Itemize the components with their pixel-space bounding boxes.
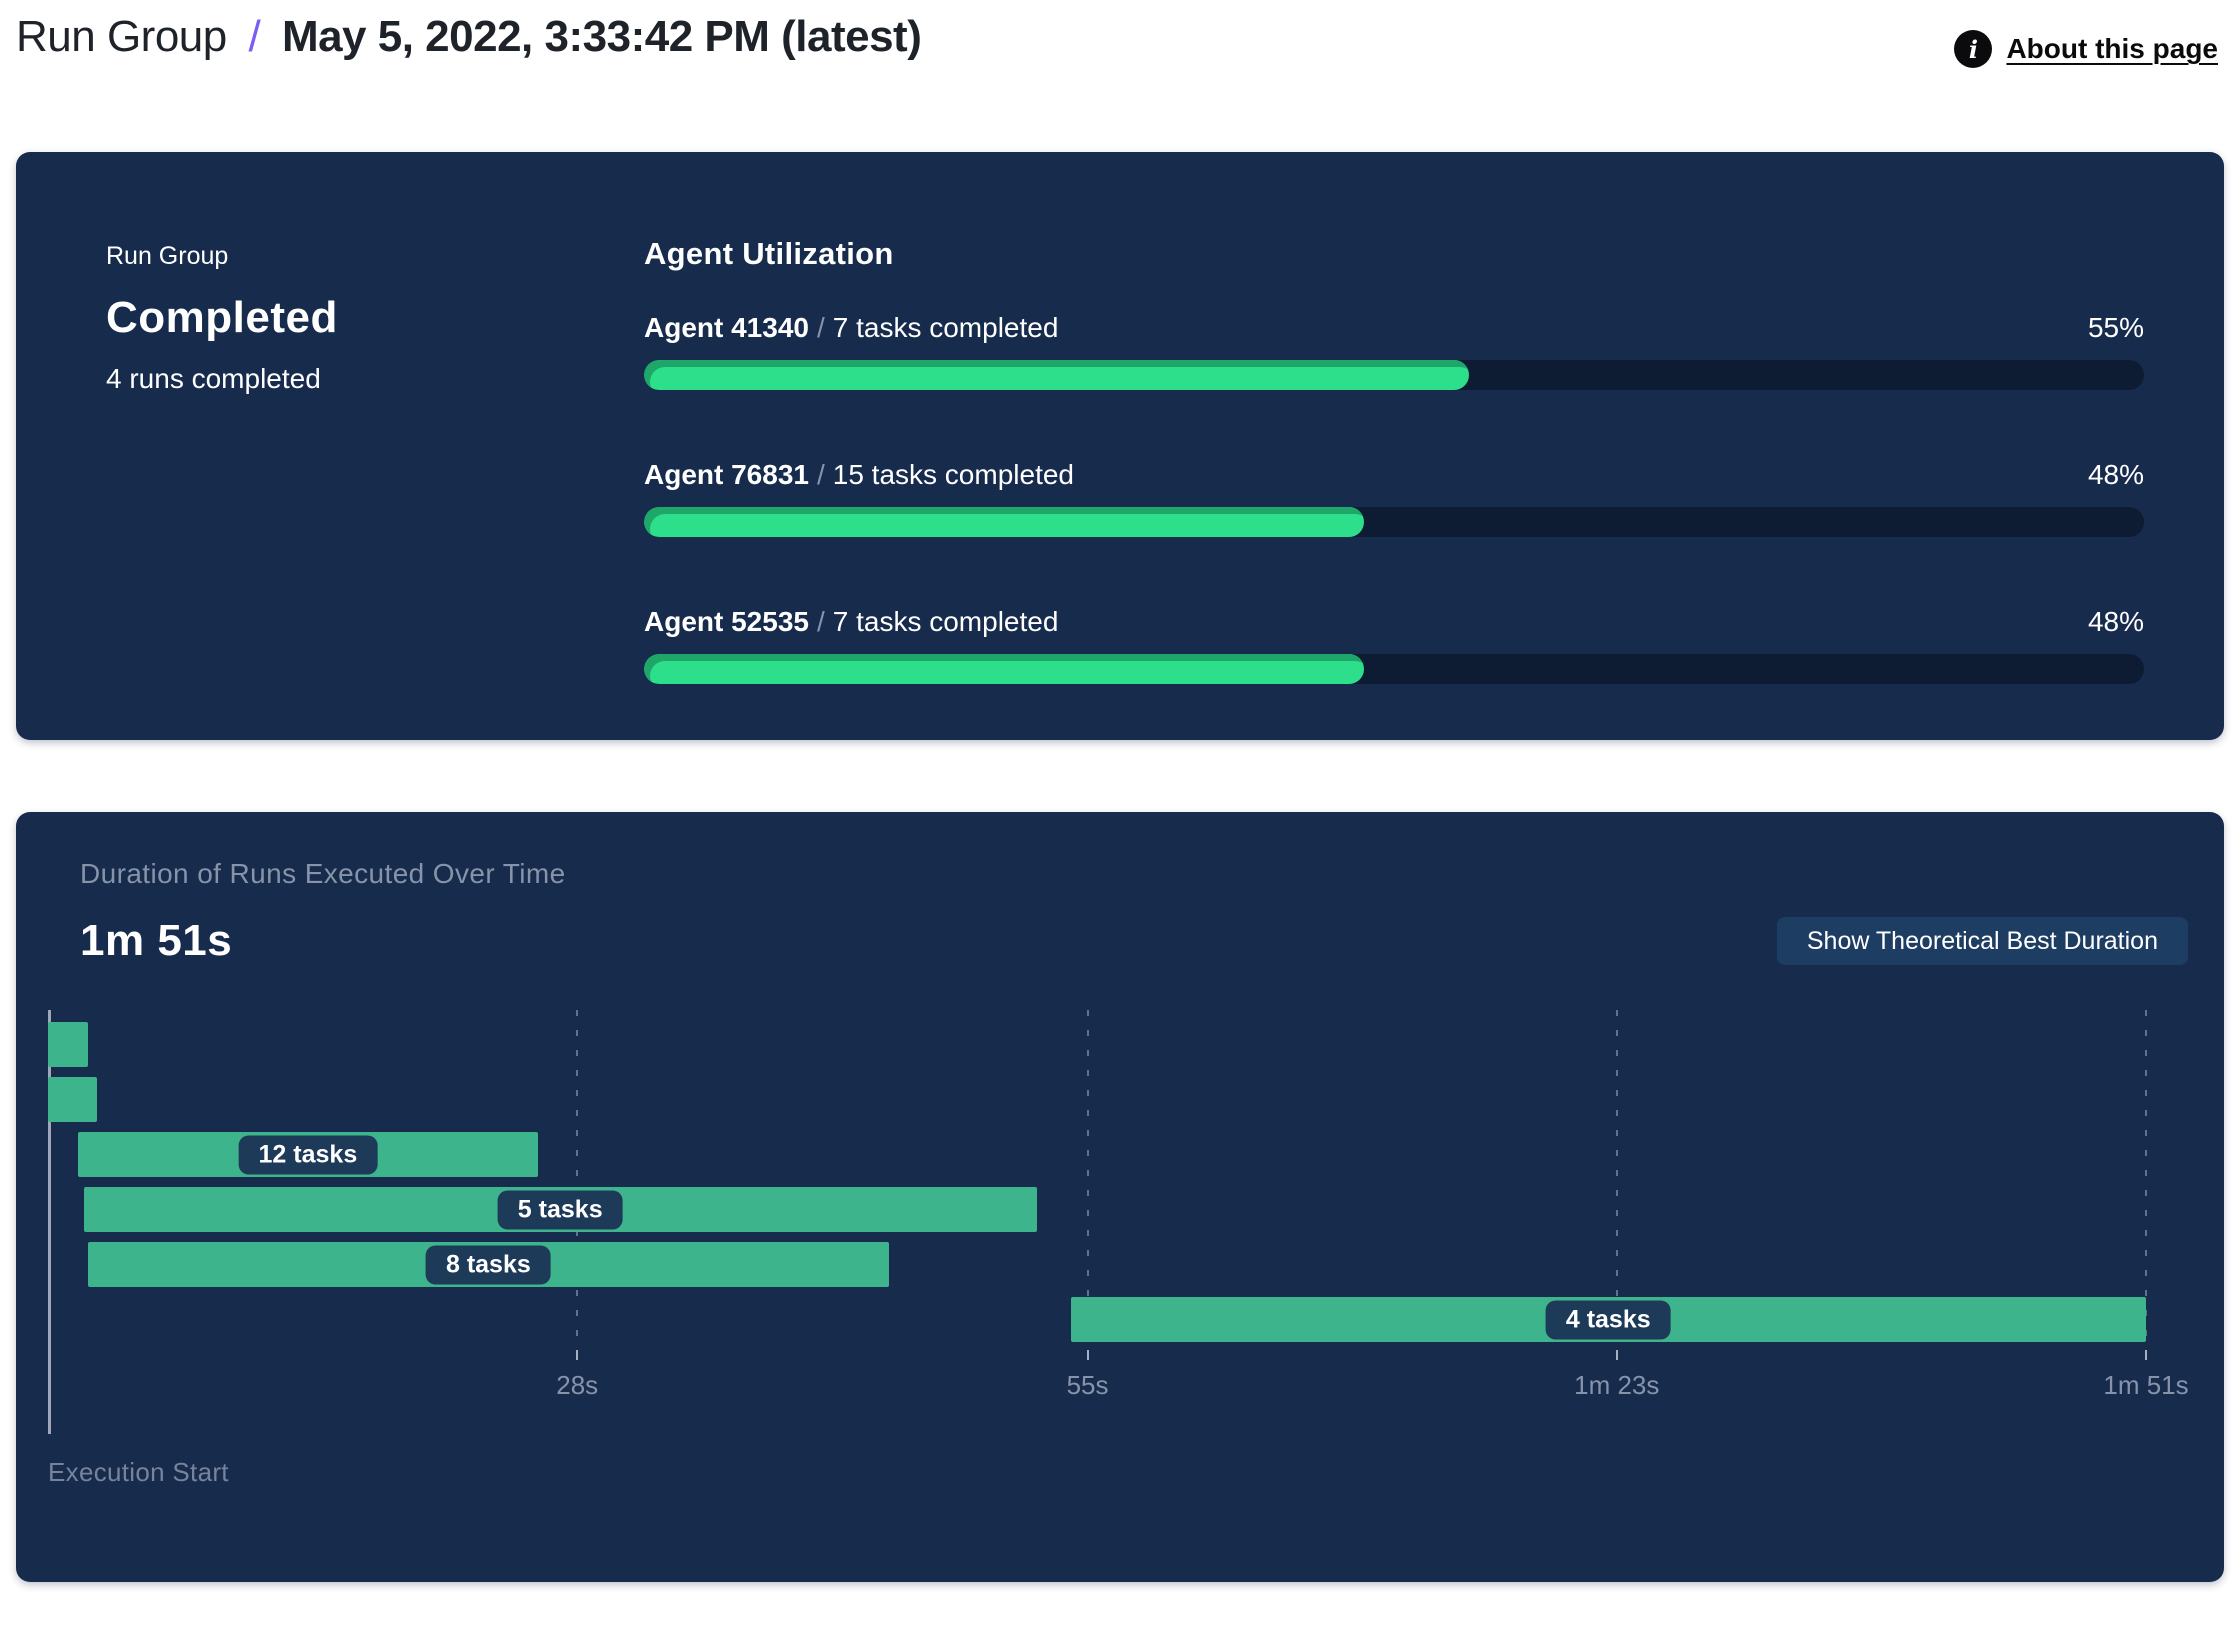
gridline: [1086, 1010, 1089, 1342]
show-theoretical-best-button[interactable]: Show Theoretical Best Duration: [1776, 917, 2188, 965]
duration-chart-title: Duration of Runs Executed Over Time: [80, 858, 566, 889]
run-duration-bar[interactable]: [48, 1077, 98, 1122]
run-duration-bar[interactable]: 5 tasks: [83, 1187, 1037, 1232]
axis-tick-label: 28s: [556, 1370, 599, 1400]
agent-utilization-percent: 48%: [2087, 459, 2144, 490]
gantt-chart: Execution Start 28s 55s 1m 23s 1m 51s 12 tas…: [48, 1010, 2189, 1510]
agent-utilization-percent: 48%: [2087, 606, 2144, 637]
task-count-pill: 8 tasks: [425, 1245, 551, 1284]
agent-utilization-title: Agent Utilization: [644, 236, 894, 271]
summary-status-value: Completed: [106, 293, 338, 342]
axis-tick-label: 1m 51s: [2103, 1370, 2189, 1400]
gridline: [1615, 1010, 1618, 1342]
agent-rows: Agent 41340/7 tasks completed 55% Agent 76…: [644, 312, 2144, 684]
about-this-page-link[interactable]: About this page: [2006, 33, 2218, 64]
agent-name: Agent 52535: [644, 606, 809, 637]
utilization-bar-track: [644, 507, 2144, 537]
agent-utilization-section: Agent Utilization Agent 41340/7 tasks co…: [644, 236, 2144, 740]
breadcrumb-current: May 5, 2022, 3:33:42 PM (latest): [281, 12, 922, 61]
utilization-bar-fill: [644, 654, 1364, 684]
utilization-bar-fill: [644, 507, 1364, 537]
info-icon[interactable]: i: [1954, 30, 1993, 68]
page-header: Run Group / May 5, 2022, 3:33:42 PM (lat…: [0, 0, 2240, 68]
task-count-pill: 12 tasks: [238, 1135, 378, 1174]
agent-row: Agent 52535/7 tasks completed 48%: [644, 606, 2144, 684]
axis-tick: [2145, 1350, 2147, 1360]
utilization-bar-track: [644, 654, 2144, 684]
agent-utilization-percent: 55%: [2087, 312, 2144, 343]
utilization-bar-track: [644, 360, 2144, 390]
agent-label-separator: /: [816, 459, 825, 490]
total-duration: 1m 51s: [80, 916, 233, 965]
breadcrumb-separator: /: [248, 12, 261, 61]
agent-name: Agent 41340: [644, 312, 809, 343]
run-duration-bar[interactable]: 12 tasks: [78, 1132, 538, 1177]
axis-tick-label: 55s: [1066, 1370, 1109, 1400]
gridline: [576, 1010, 579, 1342]
execution-start-label: Execution Start: [48, 1457, 229, 1487]
agent-row: Agent 41340/7 tasks completed 55%: [644, 312, 2144, 390]
about-this-page: i About this page: [1954, 30, 2218, 68]
agent-label: Agent 76831/15 tasks completed: [644, 459, 1074, 491]
agent-label: Agent 41340/7 tasks completed: [644, 312, 1058, 344]
agent-label: Agent 52535/7 tasks completed: [644, 606, 1058, 638]
axis-tick: [1086, 1350, 1089, 1360]
breadcrumb: Run Group / May 5, 2022, 3:33:42 PM (lat…: [16, 12, 922, 63]
utilization-bar-fill: [644, 360, 1469, 390]
summary-runs-completed: 4 runs completed: [106, 363, 321, 394]
run-duration-bar[interactable]: 4 tasks: [1070, 1297, 2146, 1342]
run-duration-bar[interactable]: 8 tasks: [87, 1242, 890, 1287]
axis-tick: [1615, 1350, 1618, 1360]
gridline: [2145, 1010, 2147, 1342]
axis-tick: [576, 1350, 579, 1360]
agent-label-separator: /: [816, 312, 825, 343]
duration-chart-header: Duration of Runs Executed Over Time 1m 5…: [16, 812, 2224, 966]
agent-name: Agent 76831: [644, 459, 809, 490]
run-duration-bar[interactable]: [48, 1022, 88, 1067]
summary-label: Run Group: [106, 242, 229, 270]
agent-tasks-completed: 7 tasks completed: [832, 312, 1059, 343]
agent-tasks-completed: 7 tasks completed: [832, 606, 1059, 637]
run-group-status: Run Group Completed 4 runs completed: [106, 236, 644, 740]
agent-row: Agent 76831/15 tasks completed 48%: [644, 459, 2144, 537]
execution-start-line: [48, 1010, 51, 1434]
breadcrumb-root[interactable]: Run Group: [16, 12, 227, 61]
agent-tasks-completed: 15 tasks completed: [832, 459, 1074, 490]
task-count-pill: 5 tasks: [497, 1190, 623, 1229]
run-group-summary-panel: Run Group Completed 4 runs completed Age…: [16, 152, 2224, 740]
agent-label-separator: /: [816, 606, 825, 637]
axis-tick-label: 1m 23s: [1574, 1370, 1660, 1400]
task-count-pill: 4 tasks: [1545, 1300, 1671, 1339]
duration-chart-panel: Duration of Runs Executed Over Time 1m 5…: [16, 812, 2224, 1582]
